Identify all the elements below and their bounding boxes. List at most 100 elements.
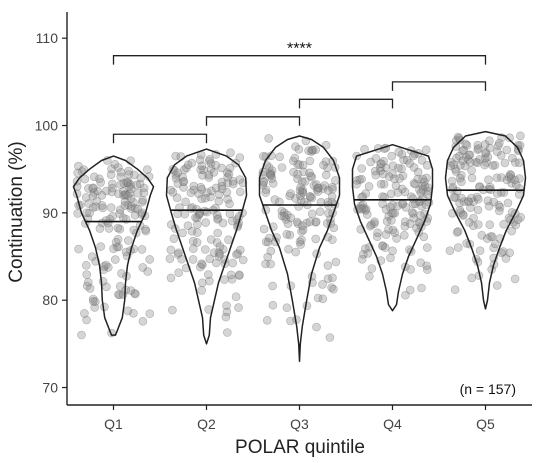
data-point <box>215 249 225 259</box>
data-point <box>464 197 473 207</box>
data-point <box>223 328 232 337</box>
data-point <box>357 174 366 184</box>
data-point <box>266 168 276 178</box>
data-point <box>197 259 206 269</box>
data-point <box>174 268 183 278</box>
data-point <box>143 267 152 276</box>
data-point <box>502 145 512 155</box>
data-point <box>197 185 207 194</box>
data-point <box>74 244 83 254</box>
data-point <box>448 185 457 194</box>
data-point <box>198 260 207 270</box>
data-point <box>84 277 93 287</box>
data-point <box>511 220 521 230</box>
data-point <box>186 188 196 197</box>
data-point <box>381 230 391 239</box>
data-point <box>125 182 134 192</box>
data-point <box>295 237 305 247</box>
data-point <box>462 141 472 150</box>
data-point <box>227 216 237 226</box>
data-point <box>357 164 367 173</box>
data-point <box>494 206 504 216</box>
data-point <box>405 285 415 295</box>
data-point <box>130 210 140 220</box>
data-point <box>205 276 214 286</box>
data-point <box>490 239 500 249</box>
data-point <box>122 178 132 187</box>
data-point <box>323 261 333 270</box>
data-point <box>101 216 111 225</box>
data-point <box>371 170 381 180</box>
data-point <box>108 183 117 193</box>
data-point <box>475 246 485 255</box>
data-point <box>453 243 463 252</box>
data-point <box>212 258 221 268</box>
data-point <box>321 170 331 180</box>
data-point <box>311 145 321 154</box>
data-point <box>370 166 380 176</box>
data-point <box>261 188 271 197</box>
data-point <box>165 254 175 264</box>
data-point <box>197 161 207 171</box>
significance-label: **** <box>287 41 312 58</box>
significance-brackets: **** <box>112 41 487 144</box>
data-point <box>293 169 302 179</box>
data-point <box>297 235 306 245</box>
data-point <box>494 201 504 210</box>
data-point <box>315 207 325 216</box>
data-point <box>200 206 209 216</box>
data-point <box>136 173 146 183</box>
data-point <box>77 330 86 340</box>
data-point <box>400 187 410 197</box>
data-point <box>259 178 268 187</box>
data-point <box>209 168 219 177</box>
data-point <box>328 184 337 194</box>
data-point <box>413 167 423 177</box>
data-point <box>458 210 468 219</box>
data-point <box>413 174 423 184</box>
data-point <box>295 186 305 195</box>
data-point <box>409 163 419 172</box>
data-point <box>289 167 298 177</box>
data-point <box>494 138 504 148</box>
data-point <box>471 157 481 167</box>
data-point <box>415 211 425 220</box>
data-point <box>379 157 388 166</box>
data-point <box>171 151 180 161</box>
x-tick-label: Q5 <box>476 416 495 432</box>
data-point <box>372 232 382 241</box>
data-point <box>207 186 216 196</box>
data-point <box>84 199 93 208</box>
data-point <box>218 245 228 254</box>
data-point <box>376 159 385 169</box>
data-point <box>277 211 287 221</box>
data-point <box>182 163 191 173</box>
data-point <box>97 201 107 210</box>
data-point <box>145 255 154 264</box>
data-point <box>327 182 337 192</box>
data-point <box>477 231 487 240</box>
data-point <box>313 187 323 196</box>
data-point <box>473 194 483 204</box>
data-point <box>397 184 407 194</box>
data-point <box>306 192 315 202</box>
data-point <box>390 174 399 184</box>
data-point <box>166 185 176 195</box>
violin-Q2 <box>165 148 248 345</box>
data-point <box>390 208 400 218</box>
data-point <box>223 194 232 204</box>
data-point <box>488 161 498 170</box>
x-axis-label: POLAR quintile <box>235 437 365 458</box>
data-point <box>108 212 117 221</box>
data-point <box>469 213 478 223</box>
data-point <box>388 246 397 256</box>
data-point <box>226 148 235 157</box>
data-point <box>180 165 189 174</box>
data-point <box>107 328 116 338</box>
data-point <box>418 181 427 191</box>
data-point <box>313 183 323 193</box>
data-point <box>80 174 90 184</box>
data-point <box>499 220 509 229</box>
data-point <box>292 217 302 227</box>
